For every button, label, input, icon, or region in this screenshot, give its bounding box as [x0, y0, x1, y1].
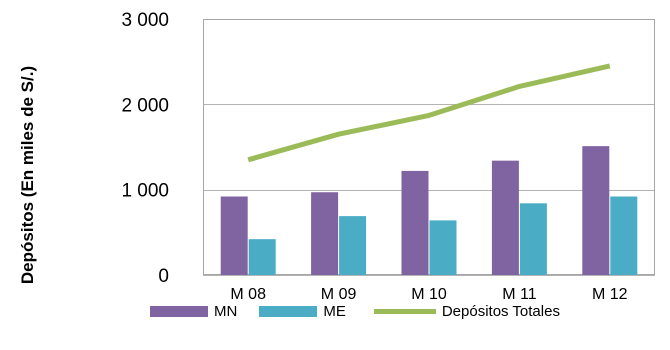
legend-label-me: ME: [323, 302, 346, 320]
y-axis-title: Depósitos (En miles de S/.): [10, 12, 46, 338]
y-tick-label-1: 1 000: [121, 181, 169, 202]
plot-border: [203, 19, 655, 275]
bar-mn-4: [582, 146, 610, 275]
bar-mn-2: [401, 170, 429, 275]
legend-item-me: ME: [259, 303, 346, 320]
legend-item-mn: MN: [150, 303, 237, 320]
bar-me-0: [248, 239, 276, 275]
bar-mn-3: [491, 160, 519, 275]
legend-swatch-me: [259, 305, 318, 317]
bar-me-2: [429, 220, 457, 275]
line-depositos-totales: [247, 63, 611, 163]
x-tick-label-4: M 12: [592, 286, 628, 303]
y-tick-label-0: 0: [158, 266, 169, 287]
legend-item-total: Depósitos Totales: [373, 302, 560, 320]
bar-me-1: [339, 216, 367, 275]
x-tick-label-3: M 11: [502, 286, 536, 303]
x-tick-label-2: M 10: [411, 286, 447, 303]
y-tick-label-2: 2 000: [121, 95, 169, 116]
y-tick-label-3: 3 000: [121, 10, 169, 31]
x-tick-label-1: M 09: [321, 286, 357, 303]
legend-label-total: Depósitos Totales: [441, 302, 560, 320]
bar-mn-0: [220, 196, 248, 275]
bar-me-3: [519, 203, 547, 275]
legend: MN ME Depósitos Totales: [150, 300, 560, 322]
bar-mn-1: [311, 192, 339, 275]
legend-swatch-mn: [150, 305, 208, 317]
legend-swatch-total: [373, 308, 436, 314]
legend-label-mn: MN: [214, 302, 238, 320]
bar-me-4: [610, 196, 638, 275]
x-tick-label-0: M 08: [230, 286, 266, 303]
y-axis-title-text: Depósitos (En miles de S/.): [18, 65, 37, 285]
